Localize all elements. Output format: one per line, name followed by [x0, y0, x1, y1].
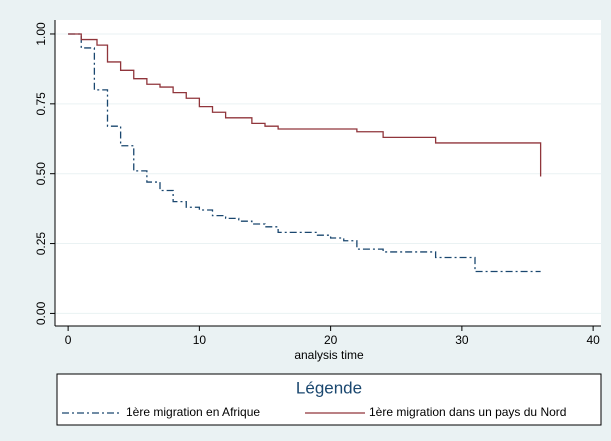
legend-label: 1ère migration en Afrique — [126, 405, 260, 419]
y-tick-label: 1.00 — [34, 22, 48, 46]
x-tick-label: 0 — [65, 333, 72, 347]
plot-area — [55, 20, 601, 326]
y-tick-label: 0.00 — [34, 301, 48, 325]
line — [68, 33, 541, 273]
x-axis-label: analysis time — [294, 348, 364, 362]
legend-label: 1ère migration dans un pays du Nord — [369, 405, 566, 419]
y-tick-label: 0.25 — [34, 232, 48, 256]
legend-title: Légende — [296, 378, 362, 397]
y-tick-label: 0.75 — [34, 92, 48, 116]
x-tick-label: 40 — [586, 333, 600, 347]
legend-box — [56, 373, 602, 426]
x-tick-label: 10 — [193, 333, 207, 347]
x-tick-label: 30 — [455, 333, 469, 347]
line — [68, 33, 542, 177]
y-tick-label: 0.50 — [34, 162, 48, 186]
x-tick-label: 20 — [324, 333, 338, 347]
